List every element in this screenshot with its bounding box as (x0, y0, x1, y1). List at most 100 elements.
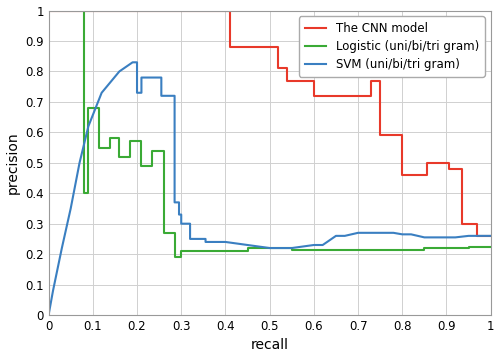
The CNN model (400, 133, 406, 137)
Logistic (uni/bi/tri gram) (150, 149, 156, 153)
X-axis label: recall: recall (250, 338, 288, 352)
SVM (uni/bi/tri gram) (222, 240, 228, 244)
SVM (uni/bi/tri gram) (138, 91, 144, 95)
Logistic (uni/bi/tri gram) (289, 246, 295, 250)
SVM (uni/bi/tri gram) (54, 267, 60, 271)
The CNN model (377, 133, 383, 137)
SVM (uni/bi/tri gram) (98, 91, 104, 95)
The CNN model (76, 8, 82, 13)
The CNN model (311, 94, 317, 98)
The CNN model (446, 161, 452, 165)
Logistic (uni/bi/tri gram) (116, 136, 122, 141)
Logistic (uni/bi/tri gram) (172, 255, 177, 259)
SVM (uni/bi/tri gram) (68, 206, 73, 211)
SVM (uni/bi/tri gram) (138, 76, 144, 80)
Logistic (uni/bi/tri gram) (244, 246, 250, 250)
Logistic (uni/bi/tri gram) (333, 247, 339, 252)
Logistic (uni/bi/tri gram) (289, 247, 295, 252)
Logistic (uni/bi/tri gram) (178, 249, 184, 253)
Y-axis label: precision: precision (6, 131, 20, 194)
SVM (uni/bi/tri gram) (266, 246, 272, 250)
SVM (uni/bi/tri gram) (202, 237, 208, 241)
SVM (uni/bi/tri gram) (466, 234, 471, 238)
SVM (uni/bi/tri gram) (134, 60, 140, 64)
SVM (uni/bi/tri gram) (390, 231, 396, 235)
SVM (uni/bi/tri gram) (172, 94, 177, 98)
The CNN model (311, 78, 317, 83)
Logistic (uni/bi/tri gram) (466, 245, 471, 249)
SVM (uni/bi/tri gram) (158, 76, 164, 80)
SVM (uni/bi/tri gram) (76, 161, 82, 165)
The CNN model (368, 94, 374, 98)
SVM (uni/bi/tri gram) (474, 234, 480, 238)
Logistic (uni/bi/tri gram) (128, 139, 134, 144)
SVM (uni/bi/tri gram) (422, 235, 428, 240)
SVM (uni/bi/tri gram) (355, 231, 361, 235)
SVM (uni/bi/tri gram) (130, 60, 136, 64)
The CNN model (424, 161, 430, 165)
The CNN model (488, 234, 494, 238)
The CNN model (400, 173, 406, 177)
Logistic (uni/bi/tri gram) (108, 145, 114, 150)
Logistic (uni/bi/tri gram) (333, 247, 339, 252)
SVM (uni/bi/tri gram) (187, 237, 193, 241)
SVM (uni/bi/tri gram) (158, 94, 164, 98)
Logistic (uni/bi/tri gram) (244, 249, 250, 253)
SVM (uni/bi/tri gram) (452, 235, 458, 240)
Logistic (uni/bi/tri gram) (466, 246, 471, 250)
SVM (uni/bi/tri gram) (46, 313, 52, 317)
SVM (uni/bi/tri gram) (86, 124, 91, 129)
Logistic (uni/bi/tri gram) (488, 245, 494, 249)
SVM (uni/bi/tri gram) (377, 231, 383, 235)
The CNN model (284, 78, 290, 83)
SVM (uni/bi/tri gram) (333, 234, 339, 238)
SVM (uni/bi/tri gram) (408, 232, 414, 237)
Logistic (uni/bi/tri gram) (422, 247, 428, 252)
The CNN model (284, 66, 290, 71)
SVM (uni/bi/tri gram) (430, 235, 436, 240)
The CNN model (76, 8, 82, 13)
Logistic (uni/bi/tri gram) (138, 164, 144, 168)
SVM (uni/bi/tri gram) (116, 69, 122, 74)
SVM (uni/bi/tri gram) (444, 235, 450, 240)
Logistic (uni/bi/tri gram) (150, 164, 156, 168)
SVM (uni/bi/tri gram) (488, 234, 494, 238)
SVM (uni/bi/tri gram) (400, 232, 406, 237)
The CNN model (46, 8, 52, 13)
SVM (uni/bi/tri gram) (134, 91, 140, 95)
SVM (uni/bi/tri gram) (320, 243, 326, 247)
Logistic (uni/bi/tri gram) (108, 136, 114, 141)
SVM (uni/bi/tri gram) (289, 246, 295, 250)
SVM (uni/bi/tri gram) (176, 212, 182, 217)
SVM (uni/bi/tri gram) (187, 222, 193, 226)
Line: Logistic (uni/bi/tri gram): Logistic (uni/bi/tri gram) (84, 10, 490, 257)
Logistic (uni/bi/tri gram) (160, 231, 166, 235)
The CNN model (459, 222, 465, 226)
Logistic (uni/bi/tri gram) (86, 106, 91, 110)
Logistic (uni/bi/tri gram) (422, 246, 428, 250)
Logistic (uni/bi/tri gram) (96, 106, 102, 110)
Legend: The CNN model, Logistic (uni/bi/tri gram), SVM (uni/bi/tri gram): The CNN model, Logistic (uni/bi/tri gram… (299, 16, 485, 77)
Logistic (uni/bi/tri gram) (377, 247, 383, 252)
Logistic (uni/bi/tri gram) (172, 231, 177, 235)
Logistic (uni/bi/tri gram) (160, 149, 166, 153)
SVM (uni/bi/tri gram) (311, 243, 317, 247)
The CNN model (276, 45, 281, 49)
SVM (uni/bi/tri gram) (50, 289, 56, 293)
SVM (uni/bi/tri gram) (59, 246, 65, 250)
The CNN model (446, 167, 452, 171)
Line: SVM (uni/bi/tri gram): SVM (uni/bi/tri gram) (48, 62, 490, 315)
SVM (uni/bi/tri gram) (176, 200, 182, 204)
The CNN model (276, 66, 281, 71)
Logistic (uni/bi/tri gram) (86, 191, 91, 195)
The CNN model (474, 222, 480, 226)
The CNN model (459, 167, 465, 171)
The CNN model (227, 8, 233, 13)
The CNN model (368, 78, 374, 83)
Logistic (uni/bi/tri gram) (96, 145, 102, 150)
Line: The CNN model: The CNN model (48, 10, 490, 236)
Logistic (uni/bi/tri gram) (81, 191, 87, 195)
SVM (uni/bi/tri gram) (178, 222, 184, 226)
Logistic (uni/bi/tri gram) (81, 8, 87, 13)
Logistic (uni/bi/tri gram) (116, 155, 122, 159)
